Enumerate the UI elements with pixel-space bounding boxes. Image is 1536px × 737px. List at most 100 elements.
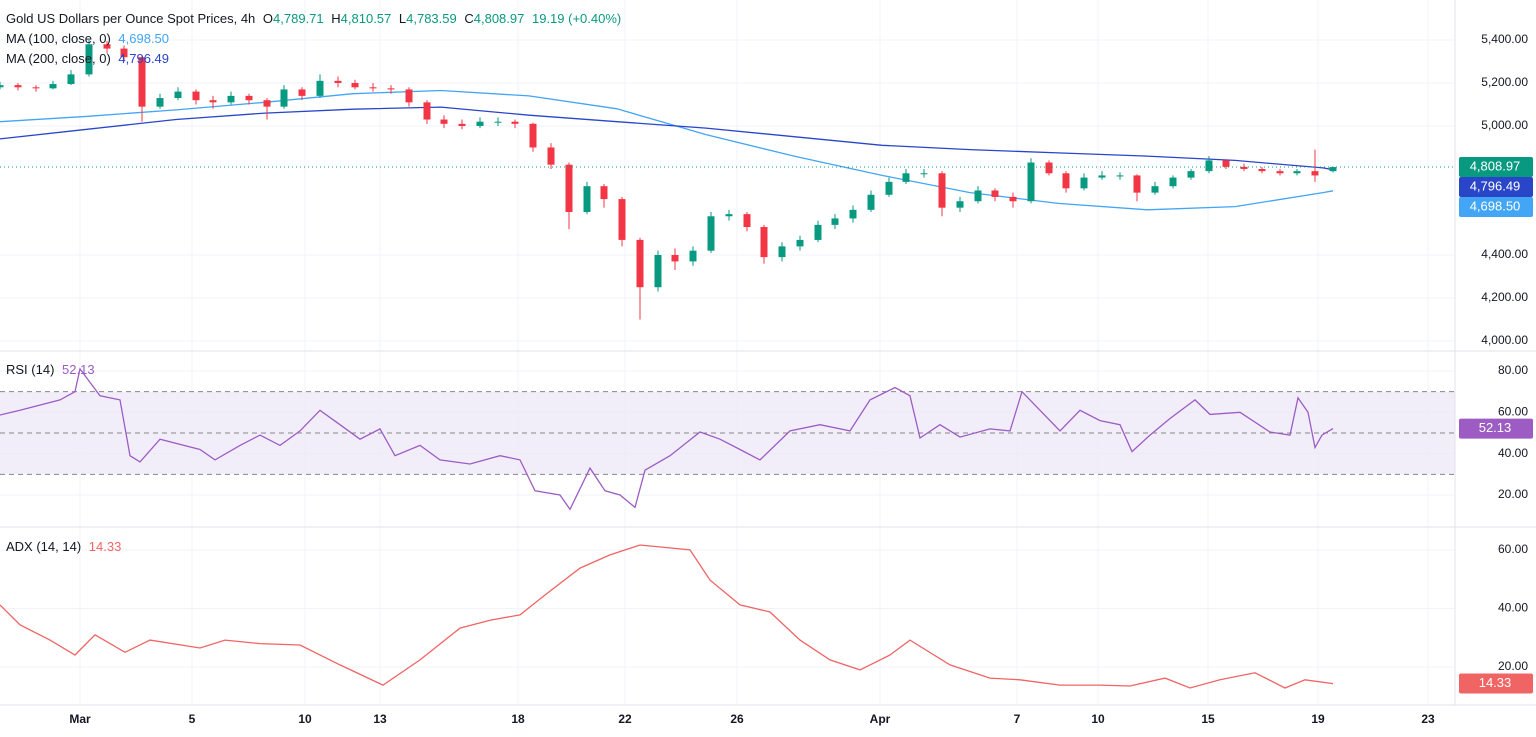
candle-body xyxy=(1222,160,1230,167)
y-tick-label: 40.00 xyxy=(1498,446,1528,460)
x-tick-label: 19 xyxy=(1311,712,1325,726)
candle-body xyxy=(760,227,768,258)
candle-body xyxy=(1116,175,1124,177)
candle-body xyxy=(1169,177,1177,187)
candle-body xyxy=(1151,186,1159,193)
candle-body xyxy=(1258,168,1266,172)
candle-body xyxy=(120,48,128,58)
candle-body xyxy=(849,209,857,219)
candle-body xyxy=(67,74,75,85)
legend-value: 14.33 xyxy=(88,539,122,554)
y-tick-label: 60.00 xyxy=(1498,405,1528,419)
price-tag xyxy=(1459,673,1533,694)
candle-body xyxy=(796,239,804,247)
candle-body xyxy=(192,91,200,101)
candle-body xyxy=(1062,173,1070,189)
candle-body xyxy=(1045,162,1053,174)
candle-body xyxy=(1276,171,1284,174)
ohlc-value: 4,808.97 xyxy=(473,11,525,26)
candle-body xyxy=(49,84,57,89)
candle-body xyxy=(1187,171,1195,178)
candle-body xyxy=(476,121,484,126)
candle-body xyxy=(529,123,537,148)
candle-body xyxy=(351,82,359,88)
candle-body xyxy=(174,91,182,99)
candle-body xyxy=(974,190,982,202)
y-tick-label: 4,200.00 xyxy=(1481,290,1528,304)
candle-body xyxy=(280,89,288,107)
ohlc-value: 4,810.57 xyxy=(340,11,392,26)
x-tick-label: 13 xyxy=(373,712,387,726)
candle-body xyxy=(1329,167,1337,172)
candle-body xyxy=(902,173,910,182)
candle-body xyxy=(156,98,164,107)
candle-body xyxy=(725,214,733,217)
candle-body xyxy=(1009,196,1017,202)
legend-value: 4,796.49 xyxy=(118,51,170,66)
legend-name: MA (200, close, 0) xyxy=(6,51,111,66)
candle-body xyxy=(423,102,431,120)
y-tick-label: 5,400.00 xyxy=(1481,32,1528,46)
candle-body xyxy=(831,218,839,225)
x-tick-label: 22 xyxy=(618,712,632,726)
candle-body xyxy=(920,173,928,175)
candle-body xyxy=(85,44,93,75)
x-tick-label: 15 xyxy=(1201,712,1215,726)
candle-body xyxy=(1133,175,1141,193)
candle-body xyxy=(316,80,324,96)
candle-body xyxy=(263,100,271,107)
candle-body xyxy=(32,87,40,89)
candle-body xyxy=(369,87,377,89)
price-tag xyxy=(1459,197,1533,218)
ohlc-name: H xyxy=(331,11,341,26)
legend-name: MA (100, close, 0) xyxy=(6,31,111,46)
legend-name: RSI (14) xyxy=(6,362,55,377)
candle-body xyxy=(440,119,448,124)
candle-body xyxy=(654,254,662,288)
candle-body xyxy=(458,123,466,126)
line-series xyxy=(0,89,1334,211)
candle-body xyxy=(511,121,519,124)
line-series xyxy=(0,106,1334,171)
y-tick-label: 20.00 xyxy=(1498,487,1528,501)
candle-body xyxy=(547,147,555,165)
x-tick-label: 23 xyxy=(1421,712,1435,726)
x-tick-label: 10 xyxy=(1091,712,1105,726)
y-tick-label: 80.00 xyxy=(1498,363,1528,377)
price-tag xyxy=(1459,177,1533,198)
candle-body xyxy=(1205,160,1213,172)
candle-body xyxy=(334,80,342,83)
candle-body xyxy=(227,95,235,103)
candle-body xyxy=(494,121,502,123)
price-tag-label: 14.33 xyxy=(1479,675,1512,690)
ma-legend: MA (100, close, 0) 4,698.50 xyxy=(6,31,173,46)
x-tick-label: 26 xyxy=(730,712,744,726)
price-header: Gold US Dollars per Ounce Spot Prices, 4… xyxy=(6,11,625,26)
candle-body xyxy=(867,194,875,210)
y-tick-label: 20.00 xyxy=(1498,659,1528,673)
candle-body xyxy=(1098,175,1106,178)
candle-body xyxy=(636,239,644,288)
rsi-legend: RSI (14) 52.13 xyxy=(6,362,99,377)
y-tick-label: 5,000.00 xyxy=(1481,118,1528,132)
price-tag xyxy=(1459,157,1533,178)
price-tag xyxy=(1459,418,1533,439)
x-tick-label: Apr xyxy=(870,712,891,726)
candle-body xyxy=(1293,171,1301,174)
price-tag-label: 4,796.49 xyxy=(1470,178,1521,193)
candle-body xyxy=(618,199,626,240)
candle-body xyxy=(671,254,679,262)
candle-body xyxy=(0,85,4,88)
candle-body xyxy=(600,186,608,200)
price-tag-label: 4,808.97 xyxy=(1470,158,1521,173)
candle-body xyxy=(689,250,697,262)
x-tick-label: 5 xyxy=(189,712,196,726)
candle-body xyxy=(814,224,822,240)
legend-value: 52.13 xyxy=(62,362,95,377)
candle-body xyxy=(138,57,146,107)
price-tag-label: 4,698.50 xyxy=(1470,198,1521,213)
ohlc-name: O xyxy=(262,11,274,26)
adx-legend: ADX (14, 14) 14.33 xyxy=(6,539,125,554)
